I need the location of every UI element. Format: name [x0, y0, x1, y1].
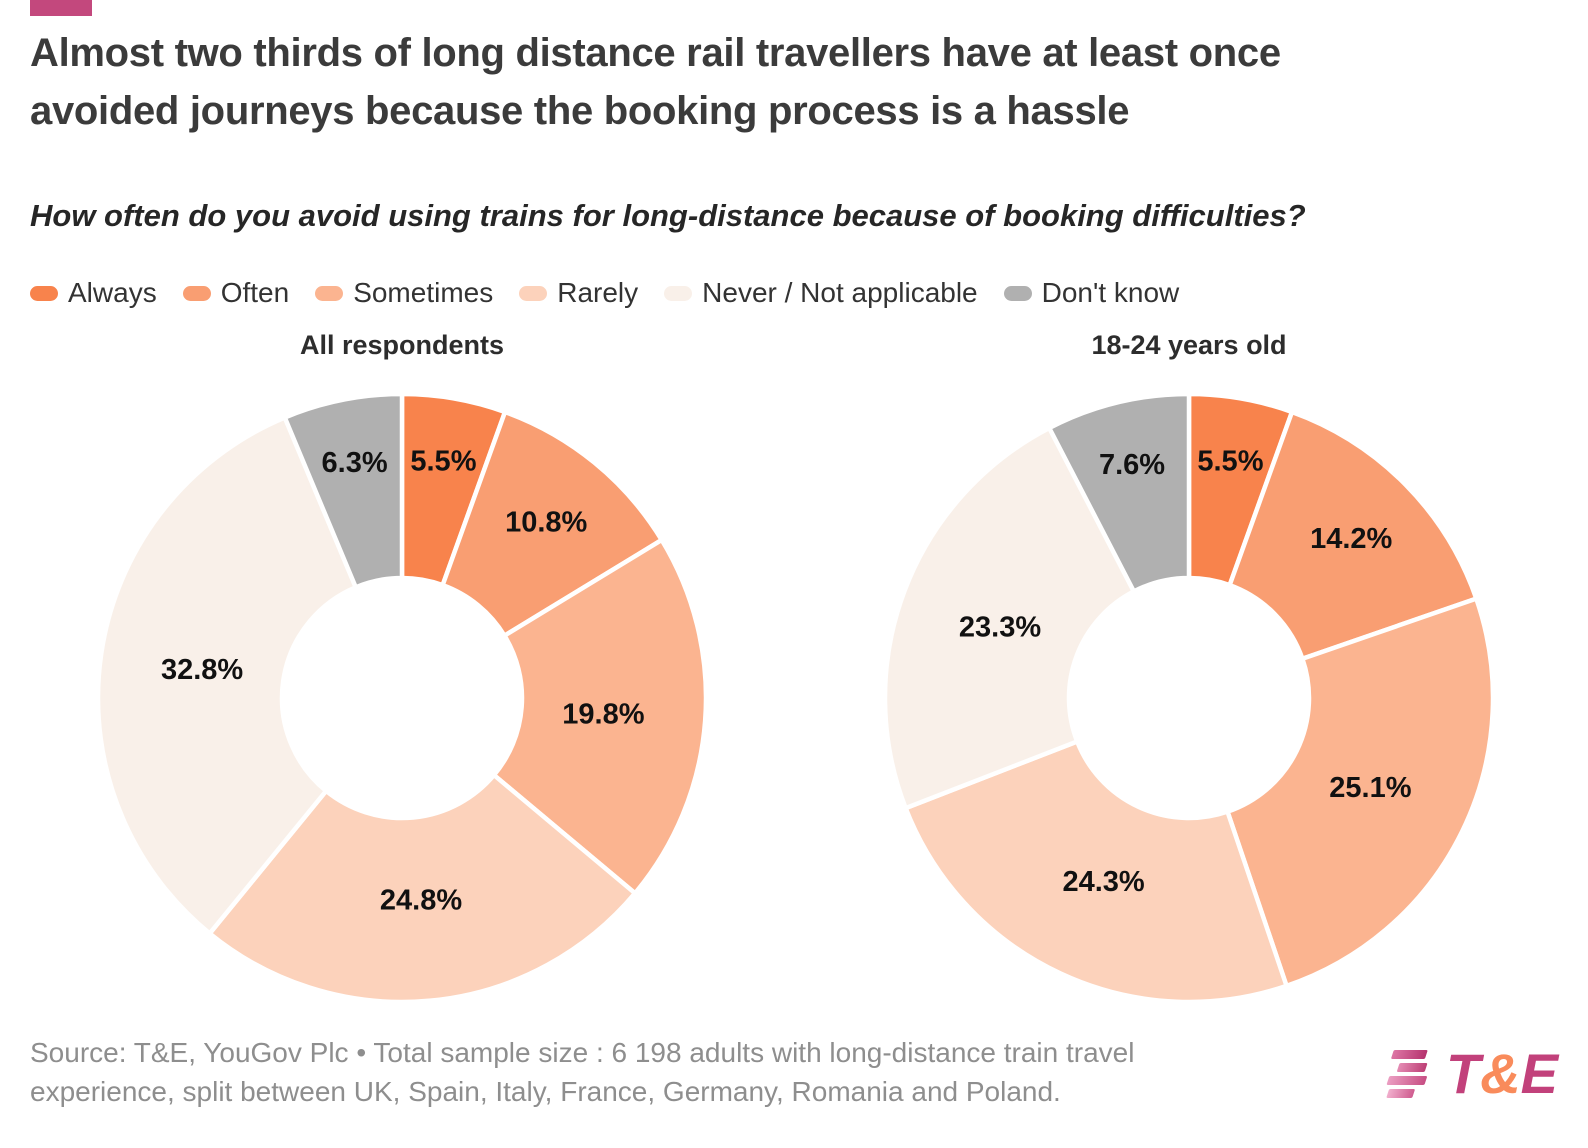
legend-label: Don't know [1041, 277, 1180, 308]
donut-slice-sometimes[interactable] [491, 537, 709, 896]
legend-swatch-icon [664, 285, 693, 301]
donut-slice-sometimes[interactable] [1225, 596, 1496, 989]
legend: Always Often Sometimes Rarely Never / Not ap… [30, 277, 1179, 309]
legend-label: Always [68, 277, 157, 308]
slice-percentage-label: 14.2% [1310, 523, 1392, 555]
slice-percentage-label: 6.3% [322, 447, 388, 479]
legend-item: Sometimes [315, 277, 493, 309]
slice-percentage-label: 10.8% [505, 507, 587, 539]
logo-letter-e: E [1520, 1042, 1559, 1105]
legend-swatch-icon [519, 285, 548, 301]
legend-item: Don't know [1003, 277, 1180, 309]
survey-question-subtitle: How often do you avoid using trains for … [30, 198, 1306, 233]
legend-label: Sometimes [353, 277, 494, 308]
chart-title-18-24-years-old: 18-24 years old [1091, 330, 1287, 360]
slice-percentage-label: 24.8% [380, 884, 462, 916]
legend-item: Rarely [519, 277, 638, 309]
source-note: Source: T&E, YouGov Plc • Total sample s… [30, 1037, 1135, 1107]
legend-item: Always [30, 277, 157, 309]
te-logo-text: T&E [1446, 1046, 1558, 1102]
donut-slice-don-t-know[interactable] [1047, 391, 1192, 594]
donut-slice-never-not-applicable[interactable] [882, 425, 1137, 811]
legend-label: Rarely [557, 277, 639, 308]
donut-chart-all-respondents: 5.5% 10.8% 19.8% 24.8% 32.8% 6.3% [95, 391, 709, 1005]
slice-percentage-label: 7.6% [1099, 449, 1165, 481]
donut-slice-rarely[interactable] [903, 739, 1289, 1005]
slice-percentage-label: 25.1% [1329, 772, 1411, 804]
logo-ampersand: & [1480, 1042, 1521, 1105]
legend-swatch-icon [30, 285, 58, 301]
donut-slice-don-t-know[interactable] [282, 391, 405, 590]
donut-slice-never-not-applicable[interactable] [95, 415, 358, 936]
legend-item: Never / Not applicable [664, 277, 978, 309]
donut-slice-often[interactable] [1227, 409, 1479, 662]
slice-percentage-label: 5.5% [410, 446, 476, 478]
donut-slice-often[interactable] [440, 409, 664, 638]
slice-percentage-label: 5.5% [1197, 446, 1263, 478]
legend-swatch-icon [315, 285, 344, 301]
legend-item: Often [182, 277, 290, 309]
legend-label: Never / Not applicable [702, 277, 978, 308]
page-title: Almost two thirds of long distance rail … [30, 31, 1281, 133]
logo-letter-t: T [1446, 1042, 1481, 1105]
slice-percentage-label: 24.3% [1062, 866, 1144, 898]
legend-swatch-icon [182, 285, 211, 301]
donut-slice-rarely[interactable] [207, 772, 638, 1005]
brand-logo: T&E [1384, 1046, 1558, 1102]
brand-accent-bar [30, 0, 92, 16]
slice-percentage-label: 32.8% [161, 654, 243, 686]
legend-swatch-icon [1003, 285, 1032, 301]
legend-label: Often [220, 277, 290, 308]
chart-title-all-respondents: All respondents [299, 330, 505, 360]
donut-chart-18-24-years-old: 5.5% 14.2% 25.1% 24.3% 23.3% 7.6% [882, 391, 1496, 1005]
slice-percentage-label: 19.8% [562, 698, 644, 730]
te-logo-stripes-icon [1376, 1050, 1442, 1098]
slice-percentage-label: 23.3% [959, 612, 1041, 644]
